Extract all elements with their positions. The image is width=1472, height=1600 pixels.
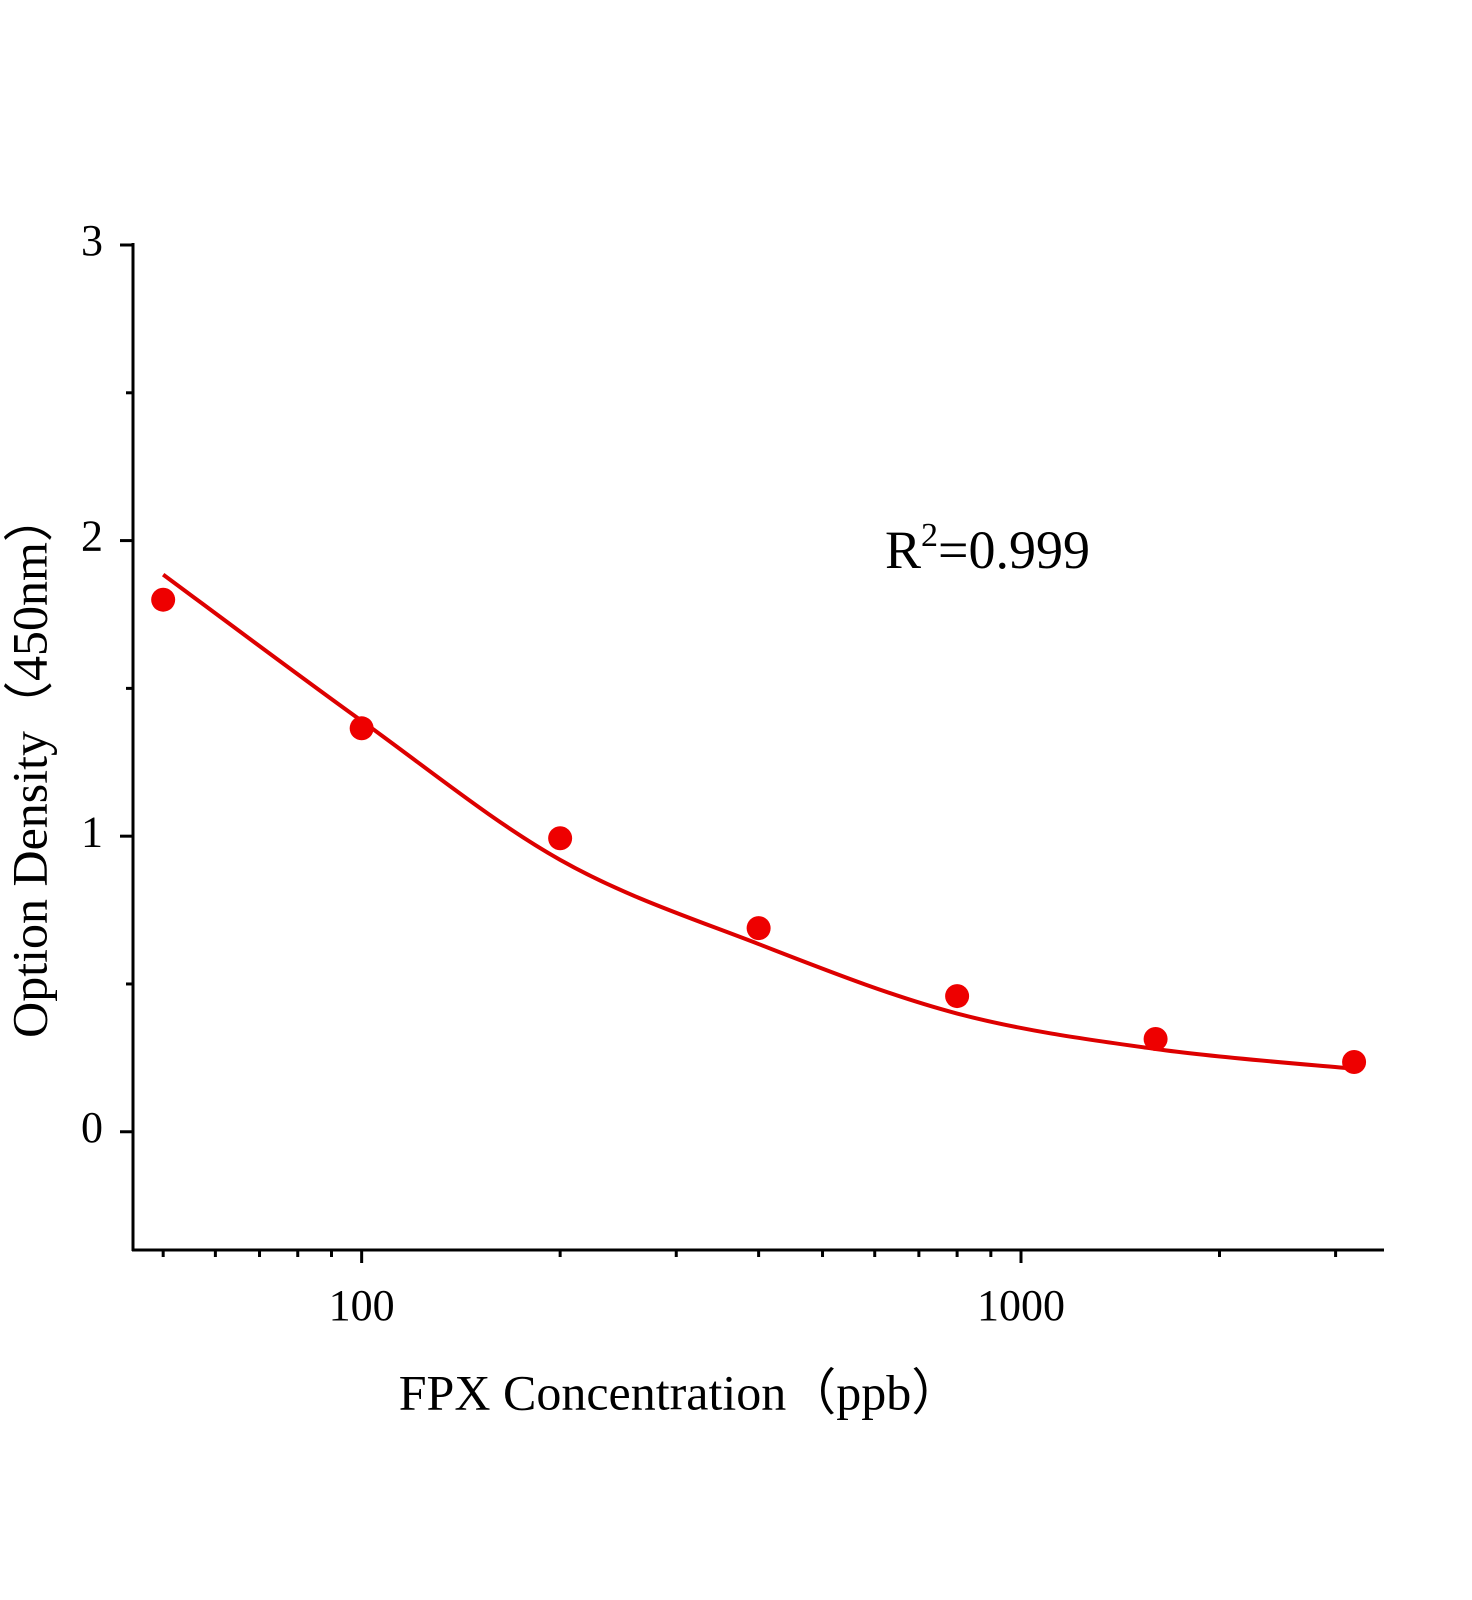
data-point bbox=[746, 916, 771, 941]
y-axis-title: Option Density（450nm） bbox=[1, 492, 57, 1038]
data-point bbox=[151, 587, 176, 612]
annotation-part: R bbox=[885, 520, 921, 580]
annotation-part: =0.999 bbox=[938, 520, 1090, 580]
y-tick-label: 3 bbox=[81, 216, 103, 265]
data-point bbox=[349, 716, 374, 741]
fit-curve bbox=[161, 572, 1355, 1071]
y-tick-label: 0 bbox=[81, 1103, 103, 1152]
annotation: R2=0.999 bbox=[885, 517, 1090, 580]
data-point bbox=[945, 984, 970, 1009]
x-axis-title: FPX Concentration（ppb） bbox=[399, 1364, 961, 1420]
x-tick-label: 1000 bbox=[977, 1281, 1065, 1330]
y-tick-label: 1 bbox=[81, 807, 103, 856]
data-point bbox=[1143, 1026, 1168, 1051]
annotation-sup: 2 bbox=[921, 517, 938, 554]
data-point bbox=[1342, 1050, 1367, 1075]
x-tick-label: 100 bbox=[329, 1281, 395, 1330]
data-point bbox=[548, 826, 573, 851]
y-tick-label: 2 bbox=[81, 512, 103, 561]
